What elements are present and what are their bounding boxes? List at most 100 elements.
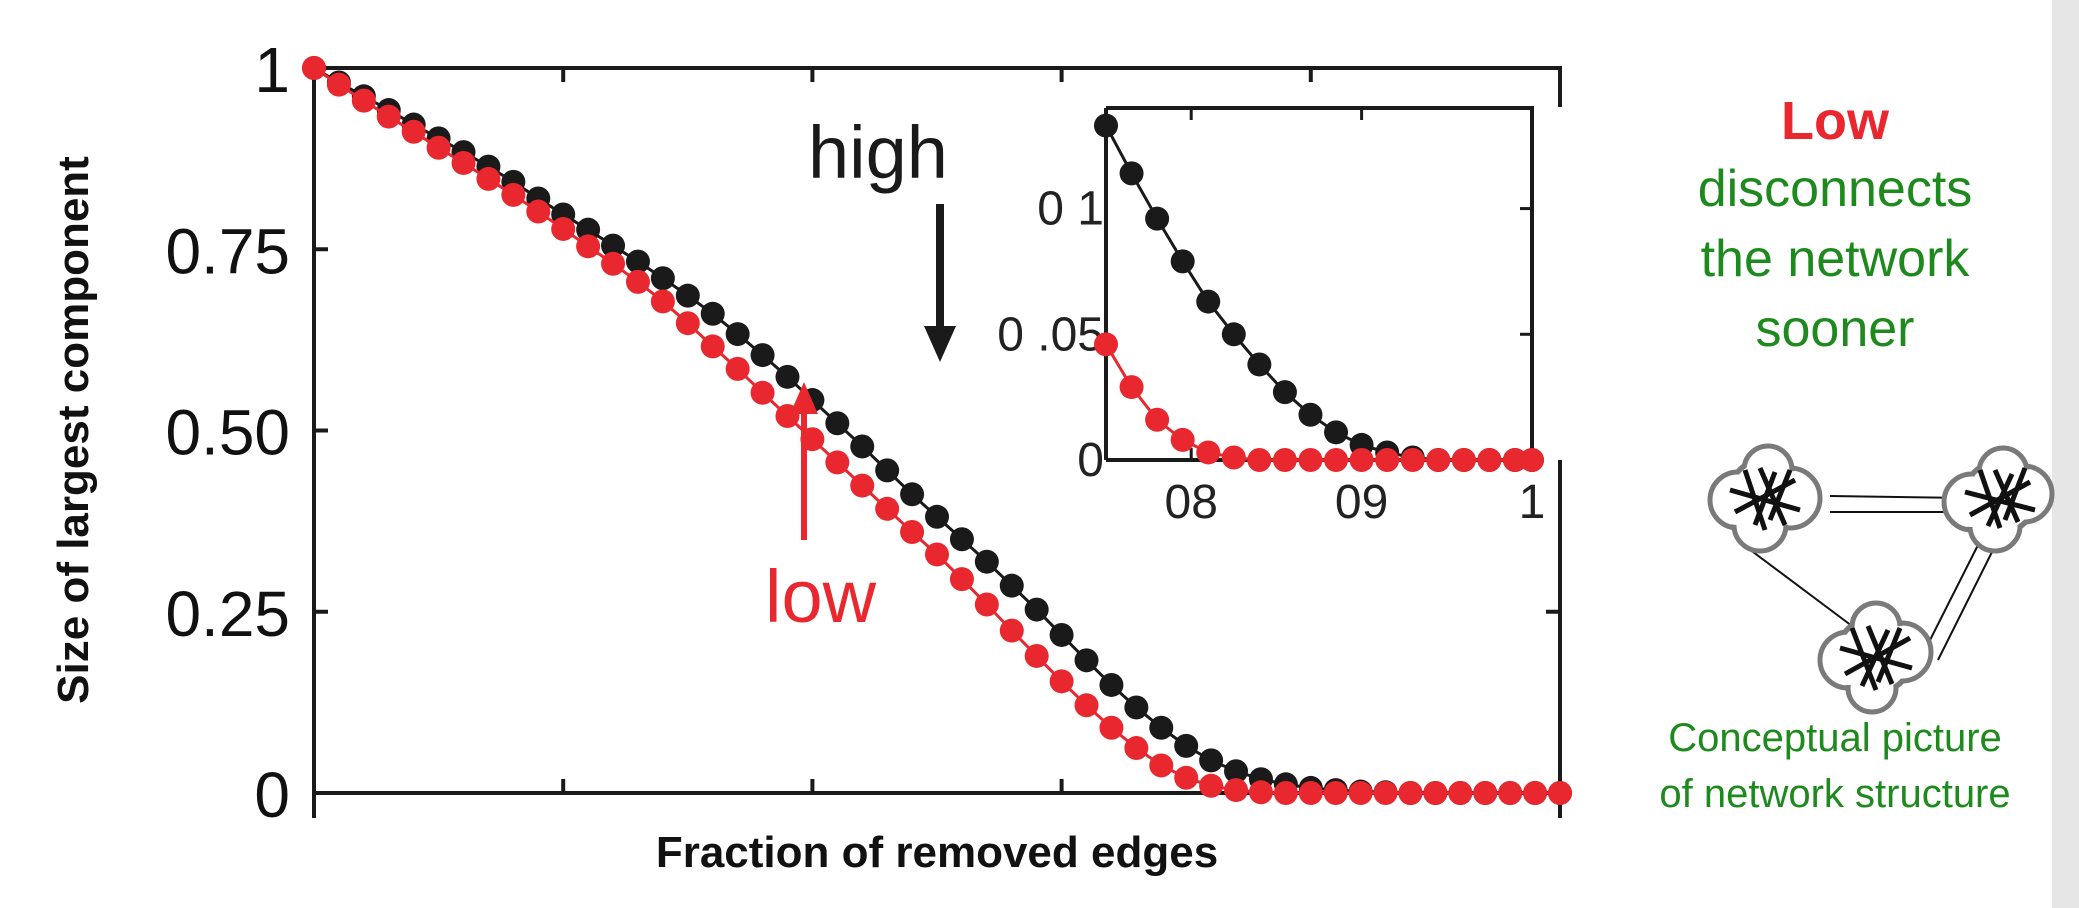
annotation-high: high	[808, 111, 956, 362]
data-point-high	[675, 283, 700, 308]
headline-line-3: sooner	[1755, 300, 1915, 358]
y-tick-label: 0.75	[165, 215, 290, 287]
data-point-low	[875, 496, 900, 521]
inset-series	[1094, 113, 1544, 472]
data-point-low	[1273, 781, 1298, 805]
main-plot-series	[302, 56, 1572, 805]
data-point-low	[1298, 781, 1323, 805]
inset-data-point-low	[1119, 375, 1144, 400]
main-y-tick-labels: 0 0.25 0.50 0.75 1	[165, 34, 290, 831]
inset-data-point-low	[1451, 448, 1476, 472]
data-point-low	[949, 567, 974, 592]
inset-data-point-low	[1221, 445, 1246, 470]
inset-data-point-high	[1119, 161, 1144, 186]
data-point-low	[725, 356, 750, 381]
network-structure-picture	[1707, 443, 2055, 715]
data-point-low	[999, 618, 1024, 643]
data-point-low	[401, 119, 426, 144]
data-point-low	[974, 592, 999, 617]
inset-x-tick-label: 08	[1165, 476, 1218, 529]
data-point-low	[1224, 778, 1249, 803]
data-point-low	[601, 251, 626, 276]
data-point-low	[675, 311, 700, 336]
data-point-high	[1024, 597, 1049, 622]
cluster-bottom-cloud-icon	[1817, 600, 1934, 715]
data-point-high	[576, 217, 601, 242]
data-point-low	[1498, 781, 1523, 805]
data-point-high	[1124, 695, 1149, 720]
annotation-low-label: low	[765, 555, 877, 638]
y-tick-label: 0.50	[165, 397, 290, 469]
data-point-low	[1423, 781, 1448, 805]
inset-data-point-high	[1221, 322, 1246, 347]
inset-background	[1104, 107, 1606, 460]
inset-data-point-low	[1400, 448, 1425, 472]
data-point-high	[1049, 622, 1074, 647]
data-point-high	[900, 482, 925, 507]
series-low	[302, 56, 1572, 805]
data-point-high	[650, 266, 675, 291]
data-point-high	[949, 527, 974, 552]
data-point-low	[1124, 736, 1149, 761]
inset-data-point-low	[1170, 427, 1195, 452]
inset-data-point-low	[1247, 448, 1272, 472]
inset-data-point-high	[1196, 289, 1221, 314]
data-point-low	[1024, 643, 1049, 668]
data-point-high	[700, 301, 725, 326]
data-point-low	[1074, 693, 1099, 718]
data-point-low	[1174, 765, 1199, 790]
data-point-low	[426, 135, 451, 160]
inset-data-point-high	[1298, 402, 1323, 427]
inset-data-point-low	[1145, 407, 1170, 432]
inset-data-point-low	[1272, 448, 1297, 472]
data-point-high	[1099, 672, 1124, 697]
inset-y-tick-label: 0 1	[1037, 183, 1104, 236]
x-axis-label: Fraction of removed edges	[656, 828, 1218, 877]
data-point-low	[376, 104, 401, 129]
inset-x-tick-label: 09	[1335, 476, 1388, 529]
data-point-high	[775, 364, 800, 389]
inset-series-low	[1094, 332, 1544, 472]
inset-y-tick-label: 0 .05	[997, 308, 1104, 361]
data-point-high	[625, 249, 650, 274]
data-point-low	[1149, 753, 1174, 778]
inset-data-point-high	[1145, 206, 1170, 231]
data-point-low	[1049, 669, 1074, 694]
data-point-high	[1199, 748, 1224, 773]
data-point-high	[974, 549, 999, 574]
data-point-low	[551, 216, 576, 241]
data-point-low	[1523, 781, 1548, 805]
annotation-low: low	[765, 382, 877, 638]
inset-x-tick-label: 1	[1519, 476, 1546, 529]
data-point-low	[700, 334, 725, 359]
headline-line-2: the network	[1700, 230, 1970, 288]
data-point-low	[1248, 780, 1273, 805]
inset-data-point-low	[1196, 440, 1221, 465]
inset-data-point-low	[1426, 448, 1451, 472]
up-arrow-icon	[790, 382, 818, 414]
data-point-low	[526, 199, 551, 224]
inset-data-point-low	[1349, 448, 1374, 472]
data-point-high	[601, 233, 626, 258]
inset-data-point-low	[1094, 332, 1118, 357]
data-point-low	[625, 269, 650, 294]
data-point-high	[1224, 759, 1249, 784]
caption-line-1: Conceptual picture	[1668, 716, 2002, 760]
data-point-low	[925, 542, 949, 567]
data-point-low	[576, 234, 601, 259]
annotation-high-label: high	[808, 111, 948, 194]
data-point-low	[476, 166, 501, 191]
data-point-low	[900, 520, 925, 544]
inset-data-point-high	[1324, 420, 1349, 445]
data-point-low	[1373, 781, 1398, 805]
inset-data-point-high	[1272, 380, 1297, 405]
cluster-right-cloud-icon	[1941, 445, 2055, 554]
headline-strong: Low	[1781, 91, 1889, 151]
data-point-low	[451, 150, 476, 175]
inset-data-point-low	[1520, 448, 1544, 472]
data-point-low	[850, 473, 875, 498]
data-point-high	[725, 322, 750, 347]
data-point-low	[326, 72, 351, 97]
caption-line-2: of network structure	[1659, 772, 2011, 816]
data-point-low	[501, 182, 526, 207]
